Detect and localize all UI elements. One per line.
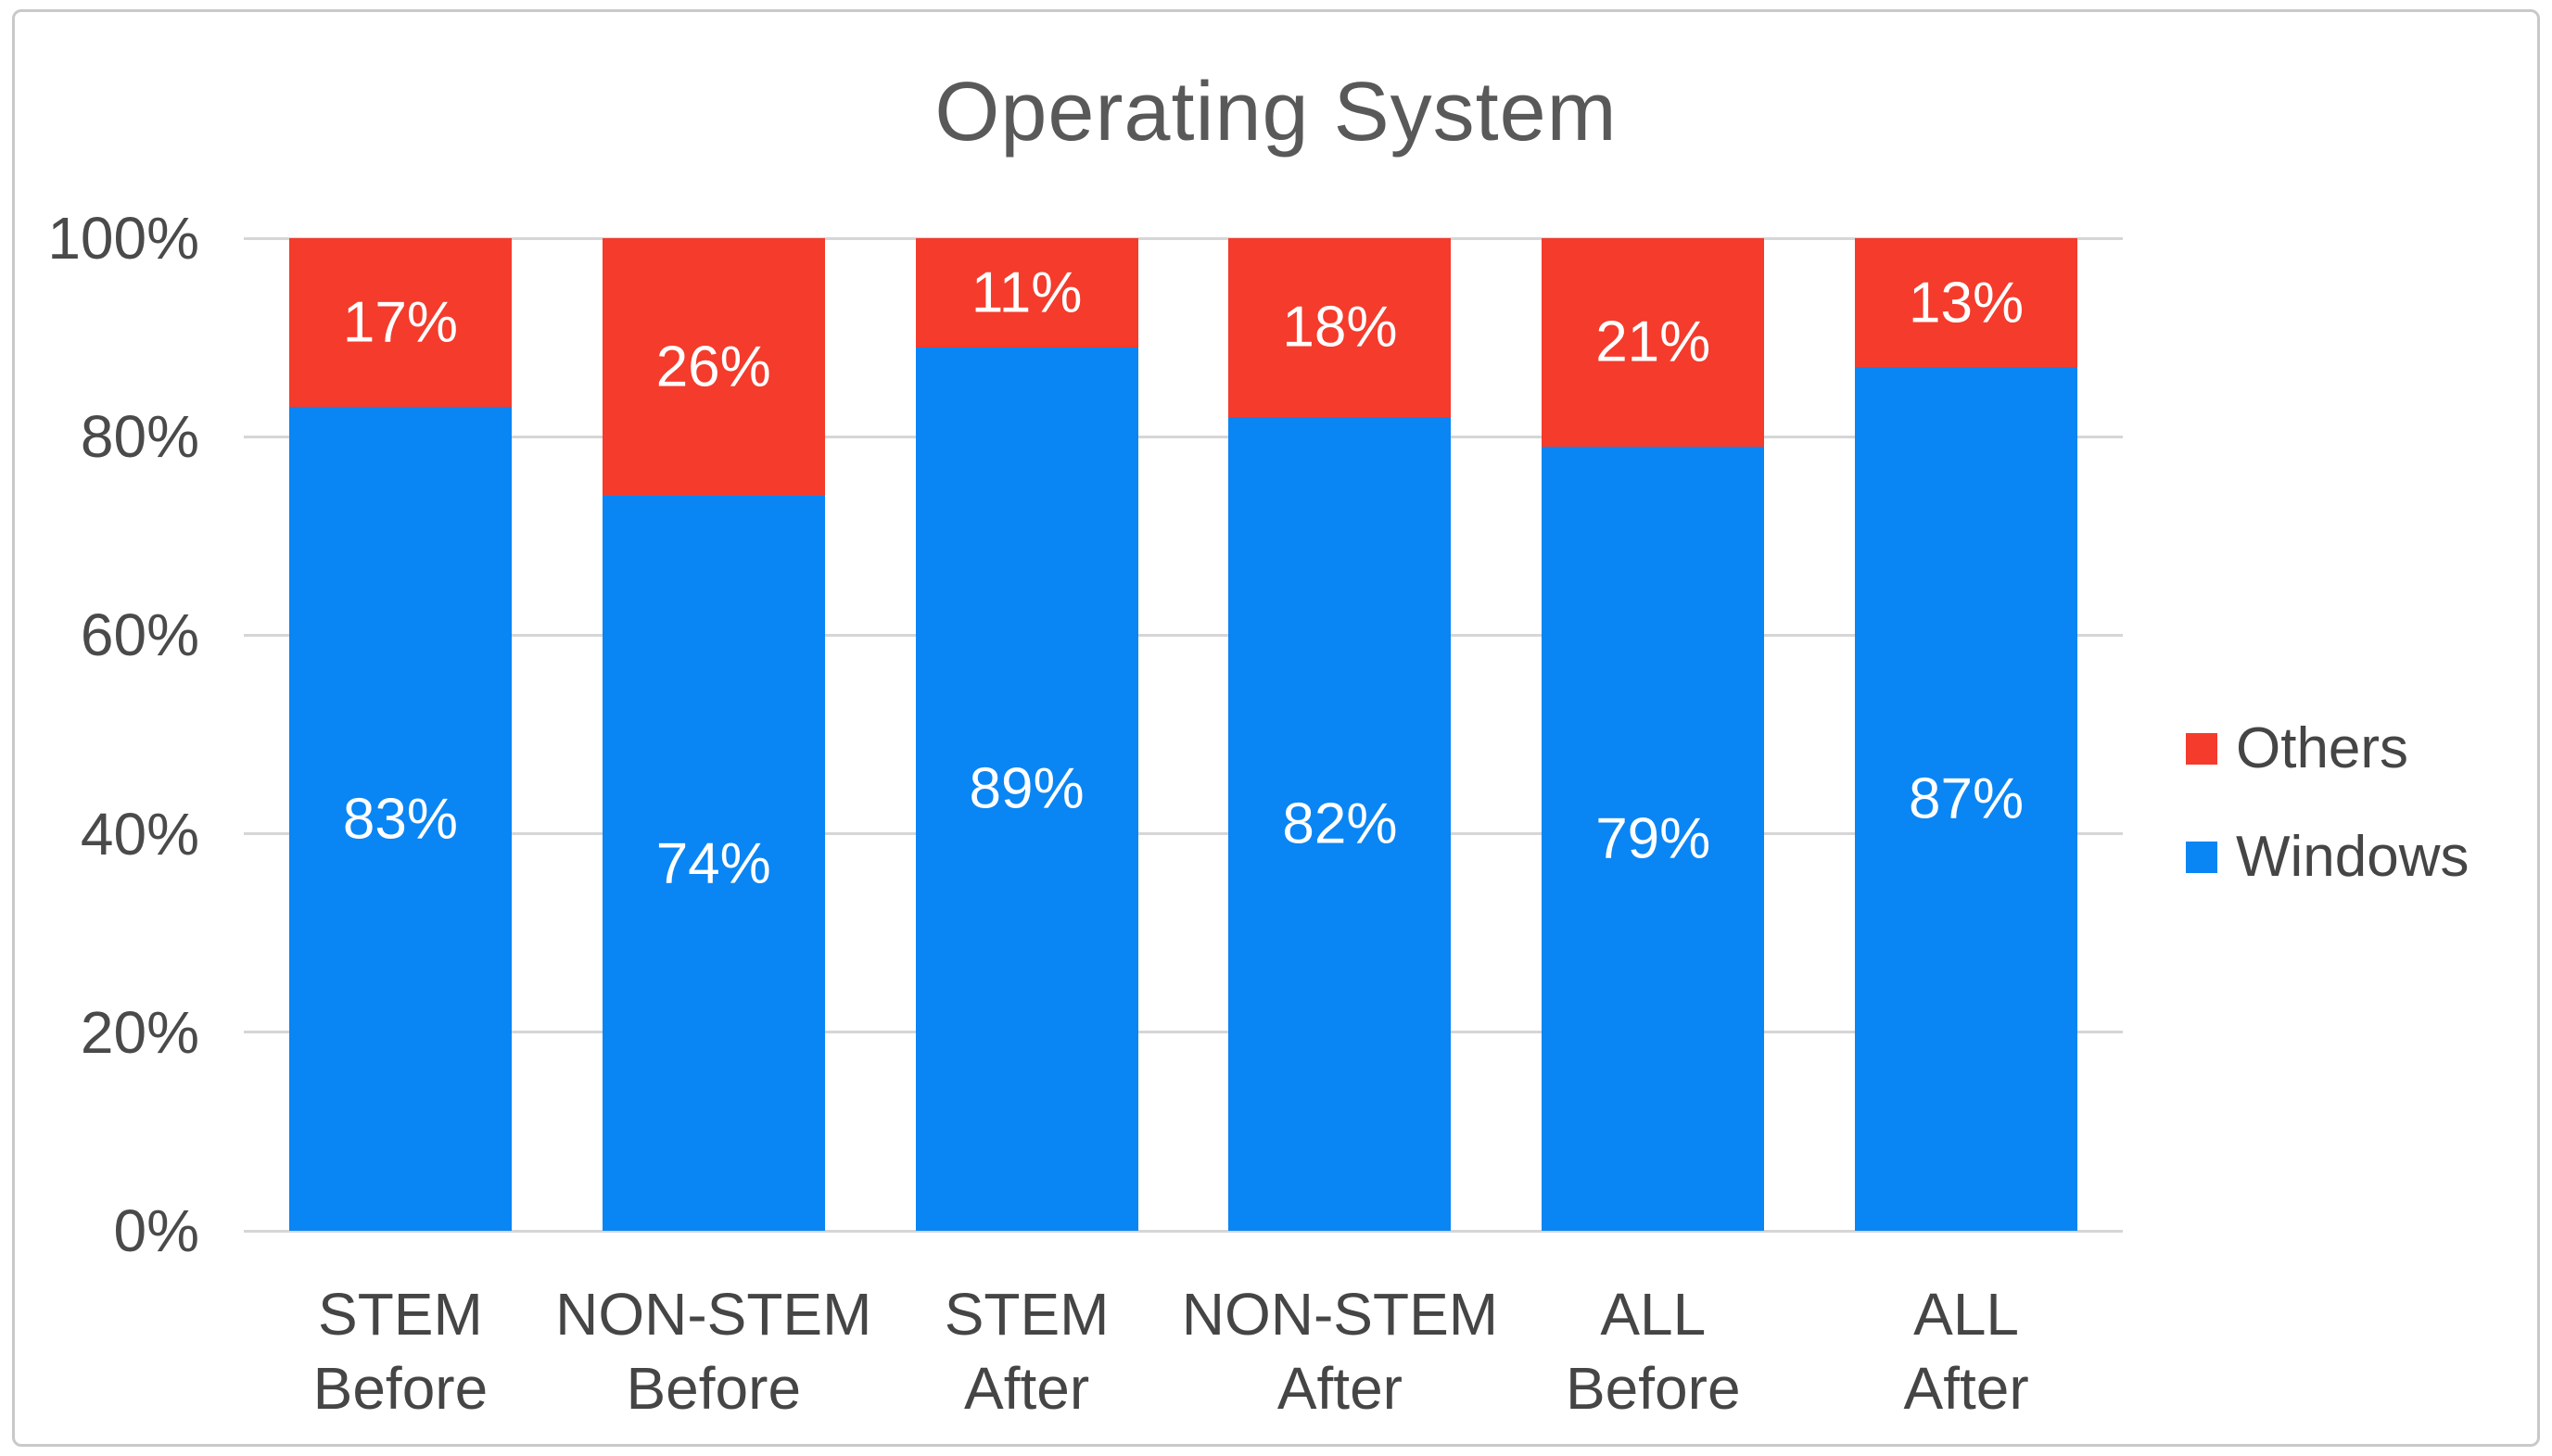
gridline-20 — [244, 1031, 2123, 1034]
data-label-others-0: 17% — [342, 290, 458, 355]
bar-segment-windows-4: 79% — [1542, 446, 1765, 1231]
gridline-80 — [244, 435, 2123, 438]
gridline-0 — [244, 1229, 2123, 1233]
data-label-windows-3: 82% — [1282, 791, 1398, 856]
legend-label-windows: Windows — [2236, 825, 2469, 889]
gridline-40 — [244, 832, 2123, 836]
bar-segment-others-0: 17% — [288, 238, 512, 408]
bar-segment-windows-5: 87% — [1855, 367, 2078, 1231]
plot-area: 83% 17% 74% 26% 89% 11% 82% 18% 79% 21% 87% 13% — [244, 236, 2123, 1233]
x-category-label-0: STEM Before — [312, 1281, 489, 1422]
bar-segment-others-2: 11% — [915, 238, 1138, 348]
legend-label-others: Others — [2236, 716, 2409, 780]
data-label-windows-5: 87% — [1909, 766, 2025, 831]
data-label-windows-2: 89% — [969, 756, 1085, 821]
data-label-windows-1: 74% — [655, 831, 771, 896]
legend-swatch-windows-icon — [2186, 841, 2217, 873]
y-tick-label-80: 80% — [80, 403, 199, 471]
y-axis-labels: 0% 20% 40% 60% 80% 100% — [37, 205, 199, 1264]
gridline-60 — [244, 633, 2123, 637]
x-category-label-2: STEM After — [944, 1281, 1110, 1422]
bar-segment-others-3: 18% — [1228, 238, 1452, 417]
legend: Others Windows — [2186, 715, 2469, 890]
data-label-others-1: 26% — [655, 335, 771, 399]
x-category-label-4: ALL Before — [1565, 1281, 1741, 1422]
bar-segment-others-1: 26% — [602, 238, 825, 497]
y-tick-label-100: 100% — [47, 205, 199, 272]
legend-item-windows: Windows — [2186, 824, 2469, 890]
y-tick-label-60: 60% — [80, 601, 199, 669]
bar-segment-windows-3: 82% — [1228, 416, 1452, 1231]
data-label-others-5: 13% — [1909, 271, 2025, 336]
bar-segment-windows-0: 83% — [288, 407, 512, 1231]
bar-segment-windows-1: 74% — [602, 496, 825, 1231]
chart-title: Operating System — [934, 66, 1618, 158]
y-tick-label-0: 0% — [113, 1197, 200, 1264]
x-category-label-5: ALL After — [1903, 1281, 2029, 1422]
x-category-label-1: NON-STEM Before — [555, 1281, 872, 1422]
x-axis-labels: STEM Before NON-STEM Before STEM After NON-STE… — [244, 1277, 2123, 1435]
gridline-100 — [244, 236, 2123, 240]
y-tick-label-40: 40% — [80, 800, 199, 867]
data-label-others-2: 11% — [971, 260, 1083, 325]
legend-item-others: Others — [2186, 715, 2469, 781]
data-label-others-3: 18% — [1282, 295, 1398, 360]
y-tick-label-20: 20% — [80, 998, 199, 1066]
legend-swatch-others-icon — [2186, 732, 2217, 765]
data-label-others-4: 21% — [1595, 310, 1711, 374]
x-category-label-3: NON-STEM After — [1181, 1281, 1499, 1422]
bar-segment-windows-2: 89% — [915, 347, 1138, 1231]
data-label-windows-0: 83% — [342, 787, 458, 852]
data-label-windows-4: 79% — [1595, 806, 1711, 871]
bar-segment-others-4: 21% — [1542, 238, 1765, 447]
bar-segment-others-5: 13% — [1855, 238, 2078, 368]
